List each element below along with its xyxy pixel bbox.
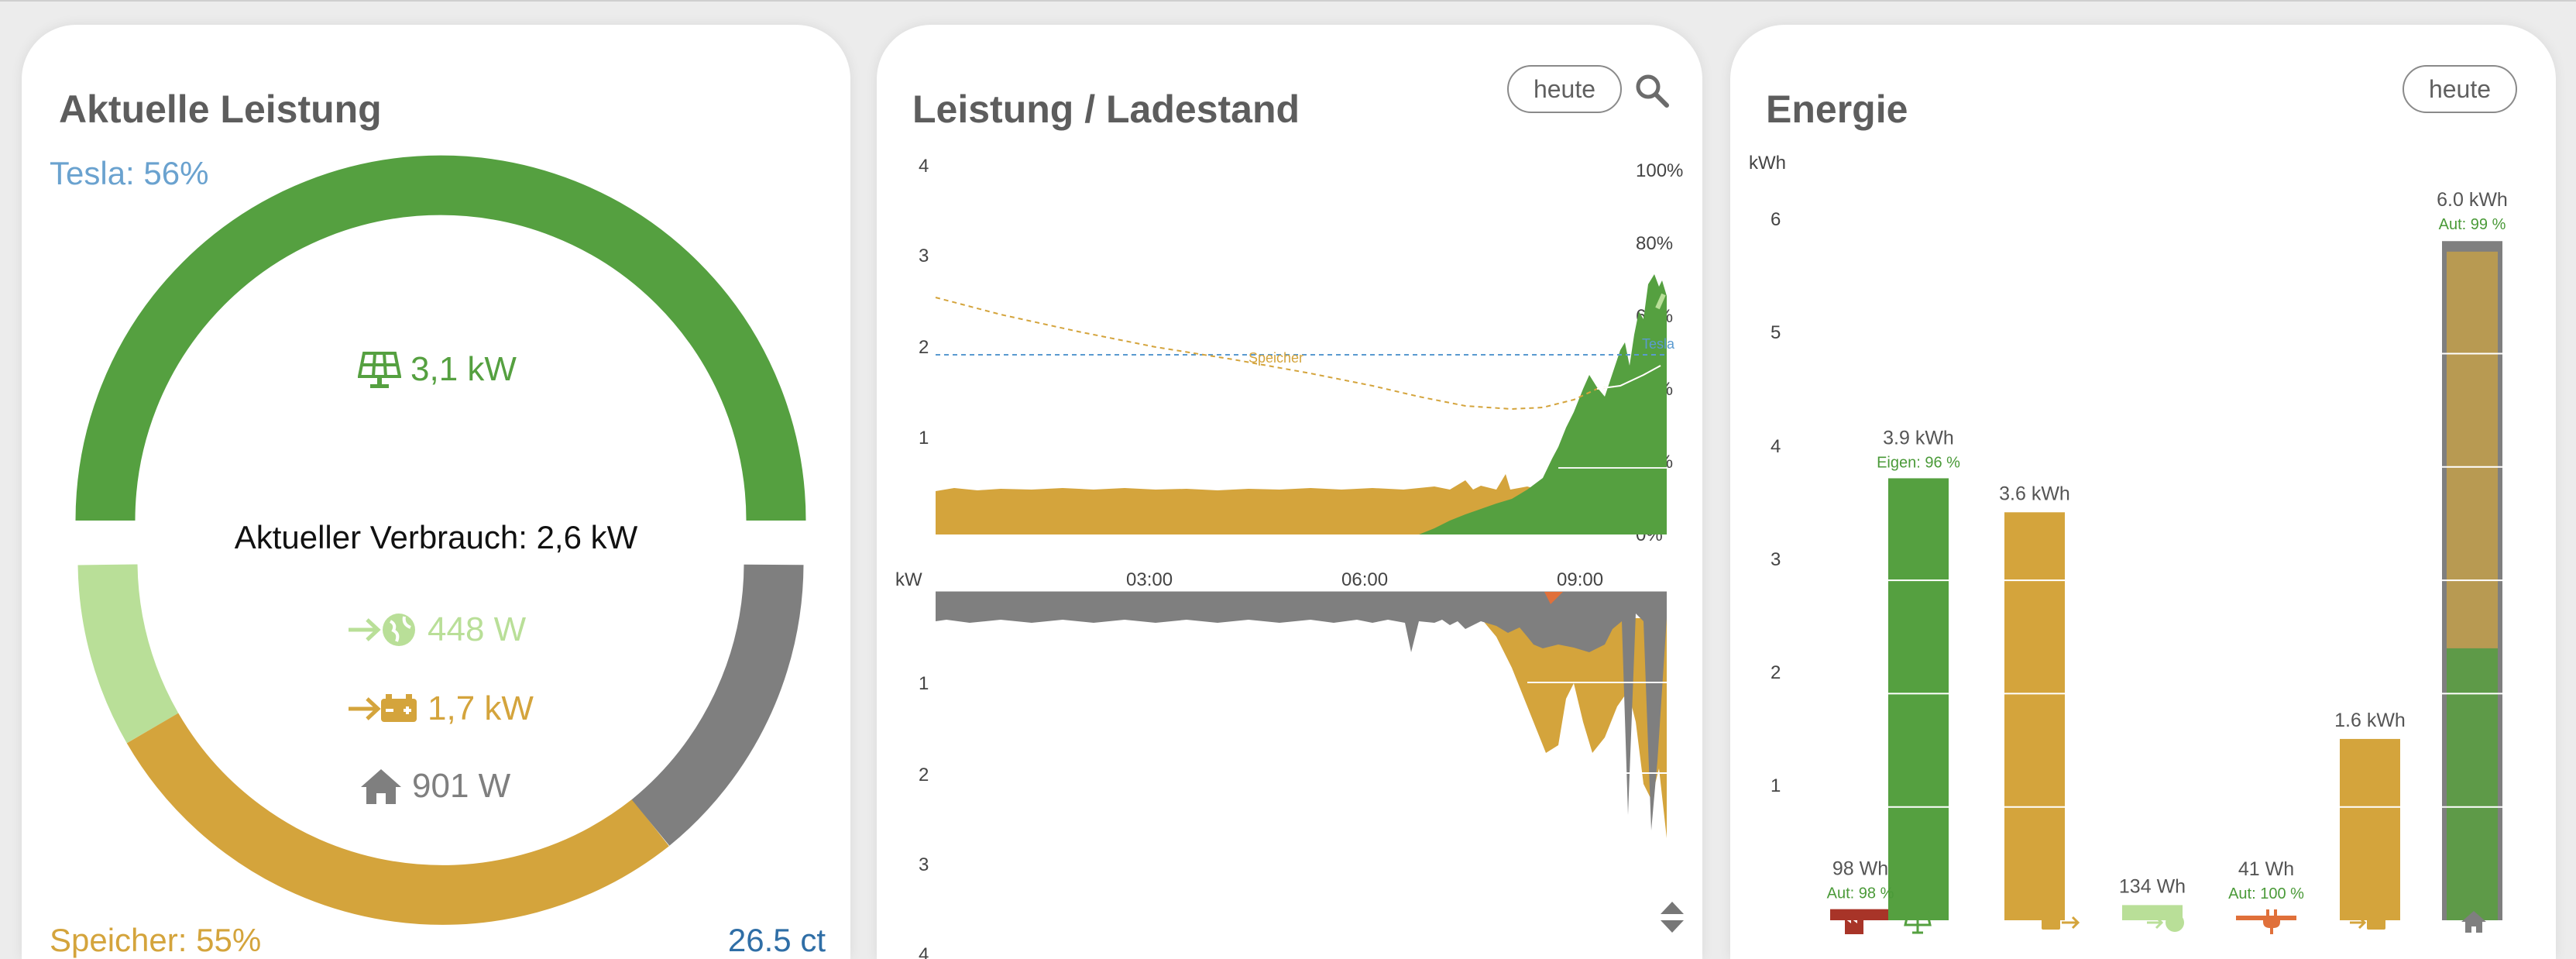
card-title: Aktuelle Leistung <box>59 88 382 131</box>
y-tick: 4 <box>1771 436 1781 457</box>
solar-flow: 3,1 kW <box>358 350 517 389</box>
card-title: Leistung / Ladestand <box>912 88 1300 131</box>
bar-battery_out <box>2004 512 2065 920</box>
y-tick: 1 <box>919 428 929 449</box>
soc-series-label: Speicher <box>1249 350 1303 366</box>
y-tick: 5 <box>1771 322 1781 343</box>
energy-card: Energie heute kWh 6 5 4 3 2 1 98 Wh Aut: … <box>1730 25 2556 959</box>
period-button[interactable]: heute <box>1507 65 1622 113</box>
grid-power-value: 448 W <box>428 610 527 648</box>
bar-sub-label: Aut: 98 % <box>1827 885 1894 902</box>
bar-value-label: 98 Wh <box>1832 858 1888 880</box>
bar-sub-label: Eigen: 96 % <box>1877 454 1960 471</box>
home-icon <box>361 769 401 804</box>
home-bar-solar-part <box>2447 648 2498 920</box>
bar-value-label: 3.6 kWh <box>1999 483 2070 504</box>
consumption-label: Aktueller Verbrauch: 2,6 kW <box>234 519 638 555</box>
solar-arc <box>75 155 806 521</box>
arrow-globe-icon <box>349 614 415 646</box>
top-divider <box>0 0 2576 2</box>
power-ring <box>75 155 806 925</box>
time-axis: kW 03:00 06:00 09:00 <box>895 569 1603 590</box>
factory-icon <box>1845 913 1863 934</box>
percent-tick: 80% <box>1636 233 1673 254</box>
y-tick: 3 <box>1771 549 1781 570</box>
tesla-series-label: Tesla <box>1642 336 1675 352</box>
electricity-price-label: 26.5 ct <box>727 922 826 958</box>
percent-tick: 100% <box>1636 160 1683 181</box>
bar-sub-label: Aut: 100 % <box>2228 885 2304 902</box>
sort-toggle-icon[interactable] <box>1659 900 1685 934</box>
battery-discharge-area <box>936 459 1636 534</box>
grid-feed-area <box>1544 592 1563 604</box>
home-flow: 901 W <box>359 767 510 806</box>
search-icon[interactable] <box>1634 73 1670 108</box>
time-tick: 06:00 <box>1341 569 1388 590</box>
y-tick: 6 <box>1771 209 1781 230</box>
tesla-soc-label: Tesla: 56% <box>50 155 209 191</box>
labels-layer: 98 Wh Aut: 98 % 3.9 kWh Eigen: 96 % 3.6 kWh 1… <box>1827 189 2508 902</box>
bar-solar <box>1888 478 1949 920</box>
period-button[interactable]: heute <box>2403 65 2517 113</box>
energy-y-axis: 6 5 4 3 2 1 <box>1771 209 1781 796</box>
battery-arc <box>126 713 669 925</box>
energy-bar-chart: kWh 6 5 4 3 2 1 98 Wh Aut: 98 % 3.9 kWh Eig… <box>1749 153 2512 934</box>
home-power-value: 901 W <box>412 767 511 805</box>
y-tick: 2 <box>919 337 929 358</box>
unit-label: kWh <box>1749 153 1786 174</box>
grid-flow: 448 W <box>347 610 526 649</box>
battery-soc-label: Speicher: 55% <box>50 922 262 958</box>
bar-value-label: 41 Wh <box>2238 858 2294 880</box>
lower-unit-label: kW <box>895 569 922 590</box>
power-chart: 4 3 2 1 100% 80% 60% 40% 20% 0% Tesla Sp… <box>895 156 1683 959</box>
lower-y-axis: 1 2 3 4 <box>919 673 929 959</box>
arrow-battery-icon <box>349 694 417 722</box>
solar-panel-icon <box>358 352 401 388</box>
battery-arrow-icon <box>2042 916 2080 930</box>
y-tick: 4 <box>919 944 929 959</box>
solar-panel-icon <box>1904 909 1932 934</box>
home-bar-battery-part <box>2447 251 2498 648</box>
plug-icon <box>2263 909 2280 934</box>
bar-value-label: 3.9 kWh <box>1883 427 1954 449</box>
solar-power-value: 3,1 kW <box>410 350 517 388</box>
home-arc <box>631 564 804 846</box>
current-power-card: Aktuelle Leistung Tesla: 56% 3,1 kW Aktu… <box>22 25 850 959</box>
y-tick: 3 <box>919 854 929 875</box>
arrow-globe-icon <box>2147 913 2184 932</box>
y-tick: 1 <box>919 673 929 694</box>
bar-value-label: 134 Wh <box>2119 875 2186 897</box>
power-chart-card: Leistung / Ladestand heute 4 3 2 1 100% … <box>877 25 1702 959</box>
upper-y-axis: 4 3 2 1 <box>919 156 929 449</box>
bar-value-label: 1.6 kWh <box>2334 710 2406 731</box>
arrow-battery-icon <box>2350 916 2385 930</box>
y-tick: 4 <box>919 156 929 177</box>
bar-value-label: 6.0 kWh <box>2437 189 2508 211</box>
solar-area <box>1419 274 1667 534</box>
bar-grid_in <box>2122 905 2183 920</box>
home-consumption-area <box>936 592 1667 830</box>
bar-sub-label: Aut: 99 % <box>2439 216 2506 233</box>
battery-charge-area <box>1481 618 1667 838</box>
y-tick: 2 <box>919 765 929 785</box>
gridline-layer <box>1808 239 2512 808</box>
battery-flow: 1,7 kW <box>347 689 534 728</box>
time-tick: 09:00 <box>1557 569 1603 590</box>
time-tick: 03:00 <box>1126 569 1173 590</box>
y-tick: 2 <box>1771 662 1781 683</box>
bar-battery_in <box>2340 738 2400 920</box>
y-tick: 1 <box>1771 775 1781 796</box>
card-title: Energie <box>1766 88 1908 131</box>
battery-power-value: 1,7 kW <box>428 689 534 727</box>
grid-in-arc <box>77 563 179 744</box>
y-tick: 3 <box>919 246 929 266</box>
home-icon <box>2461 911 2486 933</box>
